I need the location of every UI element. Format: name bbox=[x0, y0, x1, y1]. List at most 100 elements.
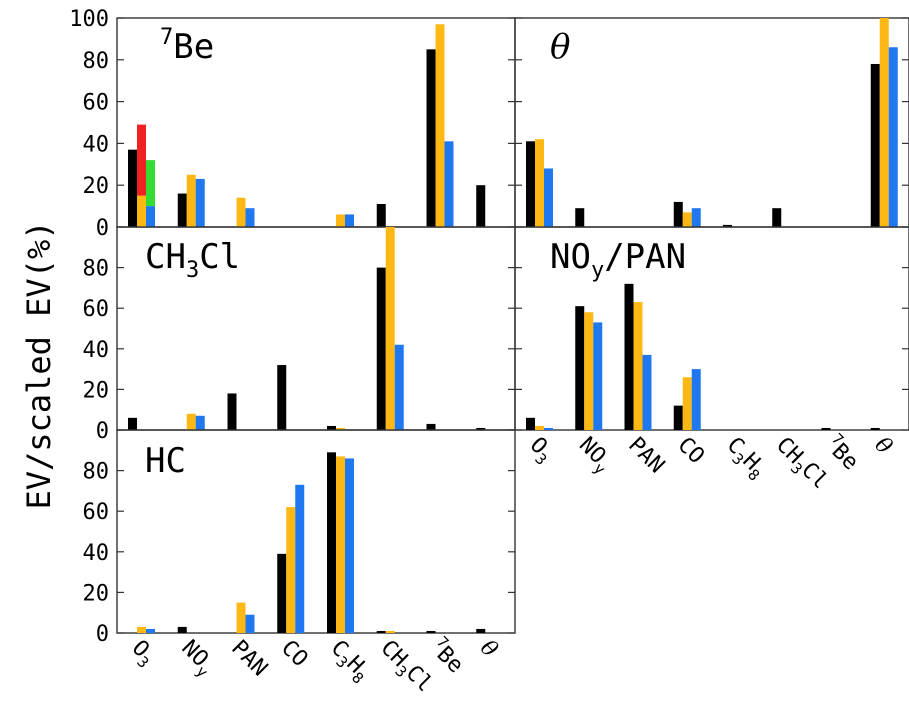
bar bbox=[345, 214, 354, 227]
category-label: NOy bbox=[174, 636, 220, 682]
category-label: C3H8 bbox=[719, 433, 771, 485]
bar bbox=[888, 47, 898, 228]
bar bbox=[772, 208, 782, 227]
bar bbox=[277, 553, 287, 633]
panel-frame bbox=[514, 226, 909, 431]
bar bbox=[394, 344, 404, 430]
bar bbox=[575, 208, 585, 227]
bar bbox=[526, 141, 535, 227]
bar bbox=[476, 427, 486, 430]
bar-green bbox=[146, 160, 155, 207]
panel-4: NOy/PAN bbox=[514, 226, 909, 431]
y-tick-label: 60 bbox=[83, 297, 110, 322]
bar bbox=[146, 206, 155, 227]
bar bbox=[376, 630, 386, 633]
bar bbox=[336, 214, 345, 227]
category-label: PAN bbox=[623, 433, 669, 479]
bar bbox=[821, 427, 831, 430]
bar bbox=[476, 185, 486, 227]
bar bbox=[544, 427, 553, 430]
panel-1: 0 20 40 60 80 100 7Be bbox=[69, 7, 516, 241]
bar bbox=[642, 354, 652, 430]
bar bbox=[633, 302, 643, 430]
bar bbox=[691, 369, 701, 430]
bar bbox=[673, 201, 683, 227]
bar bbox=[137, 195, 146, 227]
category-label: CH3Cl bbox=[373, 636, 437, 700]
bar bbox=[227, 393, 237, 430]
bar bbox=[376, 204, 386, 227]
bar bbox=[691, 208, 701, 227]
bar bbox=[426, 49, 436, 227]
panel-5: 0 20 40 60 80 HC bbox=[83, 429, 516, 647]
category-label: 7Be bbox=[820, 430, 866, 476]
y-tick-label: 40 bbox=[83, 338, 110, 363]
bar bbox=[146, 628, 155, 633]
bar bbox=[195, 178, 205, 227]
bar bbox=[526, 417, 535, 430]
panel-title: θ bbox=[550, 27, 570, 67]
bar bbox=[186, 413, 196, 430]
bar bbox=[385, 227, 395, 430]
bar bbox=[682, 377, 692, 430]
y-tick-label: 100 bbox=[69, 7, 109, 32]
y-tick-label: 80 bbox=[83, 257, 110, 282]
bar bbox=[376, 267, 386, 430]
bar bbox=[128, 149, 137, 227]
bar bbox=[186, 174, 196, 227]
bar bbox=[177, 626, 187, 633]
bar bbox=[624, 283, 634, 430]
category-label: θ bbox=[475, 636, 502, 663]
bar bbox=[295, 484, 305, 633]
panel-title: HC bbox=[145, 441, 186, 481]
bar bbox=[879, 18, 889, 227]
y-tick-label: 20 bbox=[83, 378, 110, 403]
panel-2: θ bbox=[514, 17, 909, 228]
panel-title: 7Be bbox=[160, 25, 214, 67]
bar bbox=[426, 423, 436, 430]
panel-frame bbox=[116, 429, 516, 634]
bar bbox=[236, 197, 246, 227]
y-tick-label: 40 bbox=[83, 541, 110, 566]
category-label: PAN bbox=[226, 636, 272, 682]
category-label: O3 bbox=[124, 636, 160, 672]
bar bbox=[870, 63, 880, 228]
category-label: 7Be bbox=[425, 633, 471, 679]
bar bbox=[236, 602, 246, 633]
bar bbox=[245, 614, 255, 633]
bar bbox=[723, 224, 732, 227]
bar bbox=[336, 427, 345, 430]
category-label: CH3Cl bbox=[768, 433, 832, 497]
bar bbox=[476, 628, 486, 633]
y-tick-label: 60 bbox=[83, 91, 110, 116]
panel-title: CH3Cl bbox=[145, 237, 240, 283]
bar bbox=[195, 415, 205, 430]
y-axis-label: EV/scaled EV(%) bbox=[20, 221, 58, 510]
panel-3: 0 20 40 60 80 CH3Cl bbox=[83, 226, 516, 444]
category-label: O3 bbox=[522, 433, 558, 469]
bar bbox=[870, 427, 880, 430]
bar bbox=[584, 312, 594, 430]
bar bbox=[426, 630, 436, 633]
bar bbox=[575, 306, 585, 430]
bar bbox=[327, 425, 336, 430]
y-tick-label: 0 bbox=[96, 622, 109, 647]
bar bbox=[345, 458, 354, 633]
bar bbox=[177, 193, 187, 227]
bar bbox=[673, 405, 683, 430]
bar bbox=[245, 208, 255, 227]
bar bbox=[535, 139, 544, 227]
y-tick-label: 20 bbox=[83, 174, 110, 199]
bar bbox=[137, 626, 146, 633]
panel-title: NOy/PAN bbox=[550, 237, 686, 283]
y-tick-label: 0 bbox=[96, 419, 109, 444]
y-tick-label: 40 bbox=[83, 132, 110, 157]
bar bbox=[277, 365, 287, 430]
y-tick-label: 80 bbox=[83, 49, 110, 74]
category-label: C3H8 bbox=[323, 636, 375, 688]
bar bbox=[286, 507, 296, 633]
category-label: CO bbox=[673, 433, 709, 469]
bar bbox=[128, 417, 137, 430]
bar bbox=[535, 425, 544, 430]
